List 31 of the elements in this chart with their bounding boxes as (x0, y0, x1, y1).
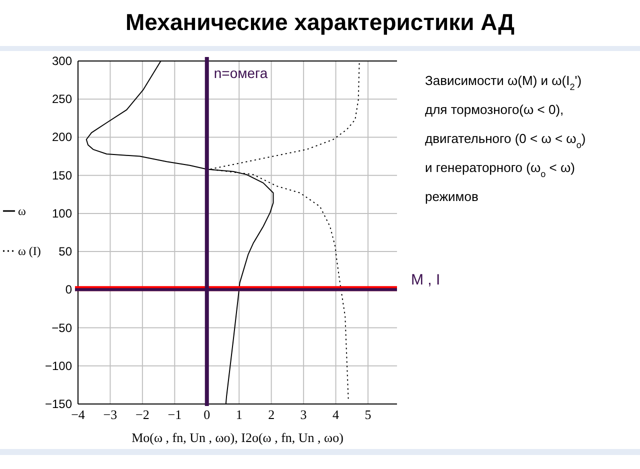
x-tick-label: 5 (364, 407, 372, 422)
y-tick-label: 250 (52, 92, 72, 106)
x-tick-label: 2 (268, 407, 275, 422)
y-tick-label: 300 (52, 54, 72, 68)
y-tick-label: 50 (58, 244, 72, 259)
text: для тормозного(ω < 0), (425, 102, 564, 117)
x-tick-label: −4 (71, 407, 86, 422)
text: двигательного (0 < ω < ω$_{o}$) (425, 131, 586, 150)
y-tick-label: −50 (52, 320, 72, 335)
y-tick-label: 100 (52, 206, 72, 220)
x-tick-label: 0 (204, 407, 210, 422)
chart-title: Механические характеристики АД (126, 9, 514, 35)
y-tick-label: −100 (44, 358, 72, 373)
x-tick-label: −1 (168, 407, 182, 422)
y-tick-label: 200 (52, 130, 72, 144)
text: режимов (425, 189, 478, 204)
text: Зависимости ω(M) и ω(I$_{2}$') (425, 73, 582, 92)
y-tick-label: −150 (44, 397, 72, 411)
x-tick-label: 4 (332, 407, 340, 422)
y-tick-label: 150 (52, 168, 72, 182)
ref-line-label: M , I (411, 272, 440, 289)
y-tick-label: 0 (65, 282, 72, 297)
legend-label: ω (18, 204, 26, 218)
x-axis-title: Mo(ω , fn, Un , ωo), I2o(ω , fn, Un , ωo) (132, 430, 344, 445)
legend-label: ω (I) (18, 244, 41, 258)
ref-line-label: n=омега (214, 65, 268, 81)
x-tick-label: 3 (300, 407, 307, 422)
x-tick-label: −2 (136, 407, 150, 422)
text: и генераторного (ω$_{o}$ < ω) (425, 160, 575, 179)
x-tick-label: 1 (236, 407, 242, 422)
x-tick-label: −3 (103, 407, 118, 422)
